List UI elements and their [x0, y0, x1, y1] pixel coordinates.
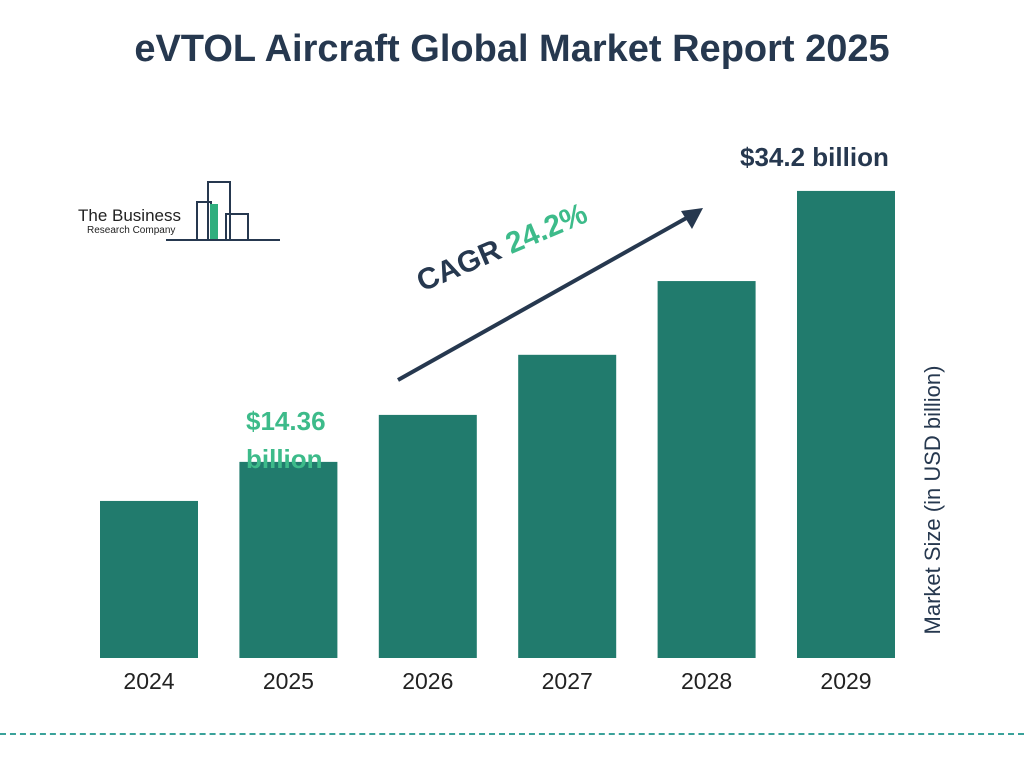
bar-2026 — [378, 414, 477, 658]
x-tick-labels: 2024 2025 2026 2027 2028 2029 — [123, 668, 871, 694]
logo-subname: Research Company — [87, 225, 176, 236]
bar-2027 — [518, 354, 617, 658]
y-axis-label: Market Size (in USD billion) — [920, 365, 945, 635]
bar-2024 — [100, 500, 198, 658]
last-value-label: $34.2 billion — [740, 142, 889, 172]
bar-group — [100, 190, 895, 658]
bar-2029 — [797, 190, 895, 658]
x-tick-2029: 2029 — [820, 668, 871, 694]
buildings-logo-icon — [166, 181, 280, 241]
x-tick-2027: 2027 — [542, 668, 593, 694]
first-value-label: $14.36 billion — [246, 406, 326, 474]
cagr-arrow-head — [681, 208, 703, 229]
x-tick-2026: 2026 — [402, 668, 453, 694]
cagr-arrow-line — [397, 214, 691, 382]
bar-2025 — [239, 461, 338, 658]
company-logo: The Business Research Company — [78, 180, 283, 244]
x-tick-2024: 2024 — [123, 668, 174, 694]
chart-title: eVTOL Aircraft Global Market Report 2025 — [134, 28, 890, 70]
logo-name: The Business — [78, 206, 181, 225]
x-tick-2025: 2025 — [263, 668, 314, 694]
footer-divider — [0, 733, 1024, 735]
x-tick-2028: 2028 — [681, 668, 732, 694]
bar-2028 — [657, 281, 756, 658]
